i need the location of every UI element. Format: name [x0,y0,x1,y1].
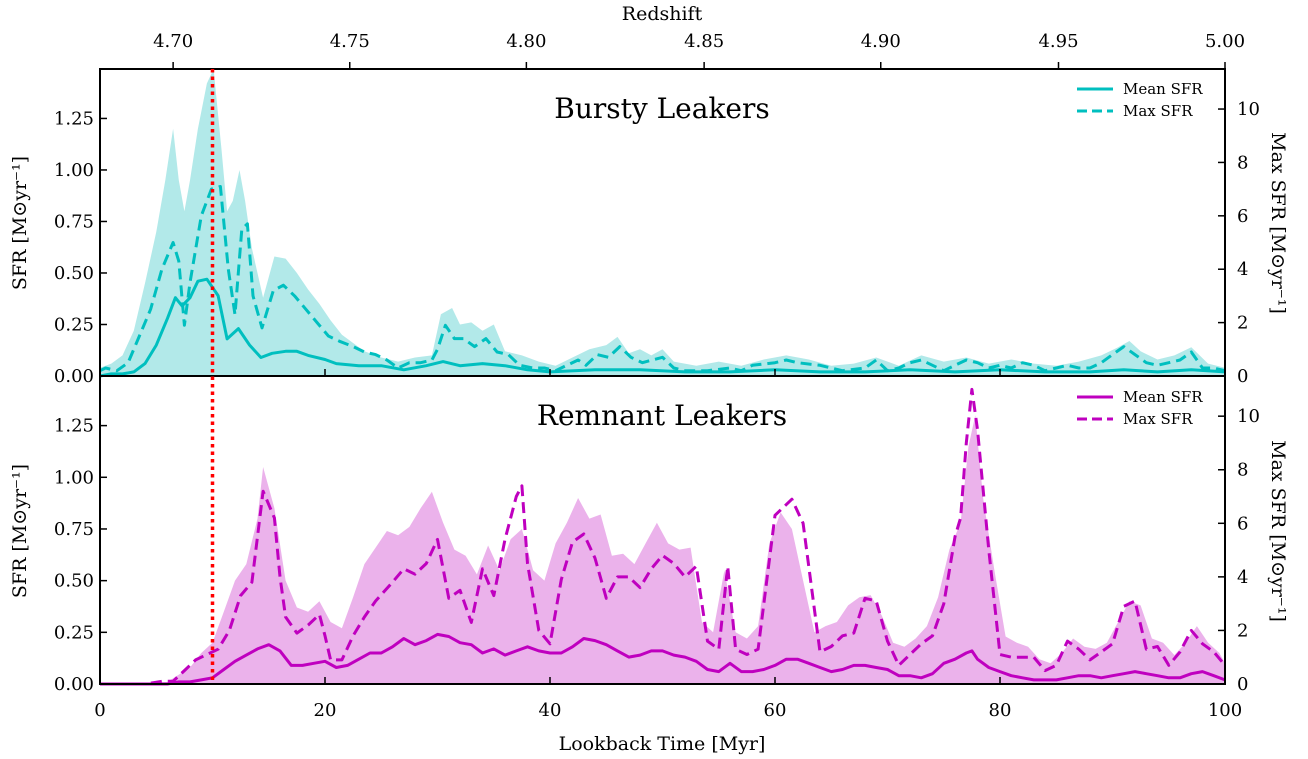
legend-mean-label: Mean SFR [1123,80,1203,98]
legend-max-label: Max SFR [1123,102,1193,120]
left-y-tick-label: 0.00 [54,366,94,387]
right-y-tick-label: 10 [1237,99,1260,120]
right-y-tick-label: 8 [1237,152,1248,173]
left-y-tick-label: 0.00 [54,674,94,695]
right-y-tick-label: 0 [1237,366,1248,387]
top-x-tick-label: 4.95 [1038,31,1078,52]
right-y-tick-label: 8 [1237,460,1248,481]
top-x-tick-label: 4.90 [861,31,901,52]
right-y-tick-label: 4 [1237,259,1248,280]
top-x-tick-label: 4.75 [330,31,370,52]
x-tick-label: 20 [314,700,337,721]
right-y-axis-title: Max SFR [M⊙yr⁻¹] [1267,132,1289,314]
right-y-tick-label: 0 [1237,674,1248,695]
right-y-axis-title: Max SFR [M⊙yr⁻¹] [1267,440,1289,622]
top-x-tick-label: 4.70 [153,31,193,52]
bottom-axis-title: Lookback Time [Myr] [559,733,766,755]
x-tick-label: 60 [764,700,787,721]
x-tick-label: 100 [1208,700,1242,721]
left-y-tick-label: 0.75 [54,519,94,540]
legend-max-label: Max SFR [1123,410,1193,428]
left-y-tick-label: 0.75 [54,211,94,232]
top-x-tick-label: 4.80 [506,31,546,52]
right-y-tick-label: 4 [1237,567,1248,588]
sfr-band-area [100,415,1225,684]
max-sfr-line [100,387,1227,686]
right-y-tick-label: 2 [1237,620,1248,641]
left-y-tick-label: 0.50 [54,571,94,592]
mean-sfr-line [99,277,1226,378]
left-y-tick-label: 1.25 [54,108,94,129]
bursty-leakers-panel: SFR [M⊙yr⁻¹] Max SFR [M⊙yr⁻¹] Bursty Lea… [9,68,1289,387]
left-y-tick-label: 0.50 [54,263,94,284]
top-x-tick-label: 4.85 [684,31,724,52]
left-y-tick-label: 1.00 [54,467,94,488]
right-y-tick-label: 2 [1237,313,1248,334]
panel-title: Bursty Leakers [554,92,769,125]
right-y-tick-label: 10 [1237,406,1260,427]
left-y-tick-label: 0.25 [54,314,94,335]
left-y-tick-label: 0.25 [54,622,94,643]
remnant-leakers-panel: SFR [M⊙yr⁻¹] Max SFR [M⊙yr⁻¹] Remnant Le… [9,375,1289,695]
legend-mean-label: Mean SFR [1123,388,1203,406]
x-tick-label: 0 [94,700,105,721]
left-y-axis-title: SFR [M⊙yr⁻¹] [9,156,31,290]
x-tick-label: 40 [539,700,562,721]
legend: Mean SFR Max SFR [1077,80,1203,120]
right-y-tick-label: 6 [1237,206,1248,227]
top-axis-title: Redshift [622,3,703,25]
mean-sfr-line [100,632,1226,686]
right-y-tick-label: 6 [1237,513,1248,534]
legend: Mean SFR Max SFR [1077,388,1203,428]
left-y-tick-label: 1.00 [54,160,94,181]
panel-frame [99,375,1226,685]
left-y-tick-label: 1.25 [54,416,94,437]
max-sfr-line [99,185,1226,373]
x-tick-label: 80 [989,700,1012,721]
top-x-tick-label: 5.00 [1205,31,1245,52]
left-y-axis-title: SFR [M⊙yr⁻¹] [9,464,31,598]
panel-title: Remnant Leakers [537,399,787,432]
